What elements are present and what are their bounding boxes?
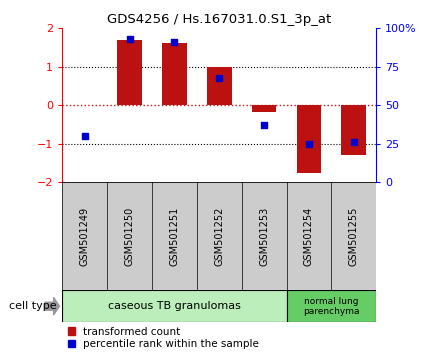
- Point: [261, 122, 267, 128]
- Bar: [252, 105, 276, 112]
- Point: [81, 133, 88, 139]
- Text: GSM501250: GSM501250: [125, 207, 135, 266]
- Legend: transformed count, percentile rank within the sample: transformed count, percentile rank withi…: [68, 327, 259, 349]
- Bar: [72, 104, 97, 105]
- Text: GSM501252: GSM501252: [214, 207, 224, 266]
- Text: GSM501249: GSM501249: [80, 207, 90, 266]
- Point: [306, 141, 313, 147]
- Point: [216, 75, 223, 80]
- Text: GSM501254: GSM501254: [304, 207, 314, 266]
- Point: [171, 39, 178, 45]
- Bar: [62, 290, 286, 322]
- Text: GSM501255: GSM501255: [349, 207, 359, 266]
- Title: GDS4256 / Hs.167031.0.S1_3p_at: GDS4256 / Hs.167031.0.S1_3p_at: [107, 13, 332, 26]
- Text: normal lung
parenchyma: normal lung parenchyma: [303, 297, 359, 316]
- Text: cell type: cell type: [9, 301, 56, 311]
- Text: caseous TB granulomas: caseous TB granulomas: [108, 301, 241, 311]
- Bar: [162, 42, 187, 105]
- Bar: [297, 105, 321, 173]
- Bar: [207, 67, 232, 105]
- Bar: [286, 290, 376, 322]
- Point: [126, 36, 133, 42]
- Text: GSM501253: GSM501253: [259, 207, 269, 266]
- Point: [350, 139, 357, 145]
- Bar: [117, 40, 142, 105]
- Text: GSM501251: GSM501251: [169, 207, 179, 266]
- Bar: [341, 105, 366, 155]
- FancyArrow shape: [45, 297, 59, 315]
